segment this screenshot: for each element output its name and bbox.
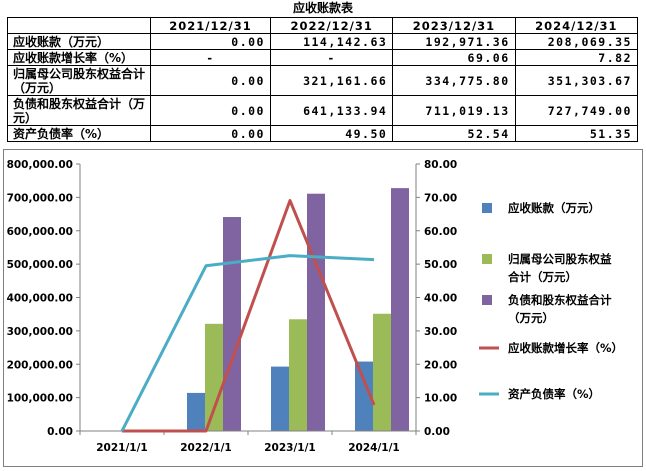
table-header-cell: 2021/12/31 <box>150 17 271 34</box>
bar-2-2 <box>307 193 325 431</box>
table-cell: 208,069.35 <box>514 33 639 50</box>
bar-0-3 <box>355 361 373 431</box>
table-cell: 192,971.36 <box>392 33 516 50</box>
right-axis-tick-label: 0.00 <box>424 426 450 438</box>
table-row: 负债和股东权益合计（万元） 0.00 641,133.94 711,019.13… <box>7 95 639 126</box>
table-cell: 0.00 <box>150 65 271 96</box>
x-axis-tick-label: 2022/1/1 <box>180 442 232 454</box>
bar-1-1 <box>205 323 223 431</box>
data-table: 2021/12/31 2022/12/31 2023/12/31 2024/12… <box>7 17 639 142</box>
left-axis-tick-label: 0.00 <box>47 426 73 438</box>
combo-chart: 0.00 100,000.00 200,000.00 300,000.00 400,00… <box>7 159 623 454</box>
left-axis-tick-label: 100,000.00 <box>7 393 73 405</box>
left-axis-tick-label: 800,000.00 <box>7 159 73 171</box>
table-cell: 0.00 <box>150 125 271 142</box>
right-axis-tick-label: 50.00 <box>424 259 457 271</box>
legend-swatch-0 <box>482 203 492 213</box>
legend-label-2: （万元） <box>508 311 554 325</box>
chart-frame: 0.00 100,000.00 200,000.00 300,000.00 400,00… <box>3 149 643 467</box>
left-axis-tick-label: 600,000.00 <box>7 226 73 238</box>
legend-swatch-2 <box>482 295 492 305</box>
table-header-cell <box>7 17 151 34</box>
legend-label-4: 资产负债率（%） <box>508 387 600 401</box>
row-label: 应收账款（万元） <box>7 33 151 50</box>
table-cell: 351,303.67 <box>514 65 639 96</box>
bar-2-3 <box>391 188 409 431</box>
right-axis-tick-label: 80.00 <box>424 159 457 171</box>
table-cell: 51.35 <box>514 125 639 142</box>
table-cell: 49.50 <box>269 125 394 142</box>
legend-label-1: 合计（万元） <box>508 270 577 284</box>
table-cell: 321,161.66 <box>269 65 394 96</box>
table-header-cell: 2024/12/31 <box>514 17 639 34</box>
table-cell: 69.06 <box>392 49 516 66</box>
right-axis-tick-label: 60.00 <box>424 226 457 238</box>
left-axis-tick-label: 300,000.00 <box>7 326 73 338</box>
table-cell: 727,749.00 <box>514 95 639 126</box>
legend-label-2: 负债和股东权益合计 <box>508 293 612 307</box>
bar-2-1 <box>223 217 241 431</box>
table-cell: 0.00 <box>150 95 271 126</box>
right-axis-tick-label: 20.00 <box>424 359 457 371</box>
row-label: 资产负债率（%） <box>7 125 151 142</box>
table-row: 归属母公司股东权益合计（万元） 0.00 321,161.66 334,775.… <box>7 65 639 96</box>
right-axis-tick-label: 30.00 <box>424 326 457 338</box>
left-axis-tick-label: 700,000.00 <box>7 192 73 204</box>
table-row: 资产负债率（%） 0.00 49.50 52.54 51.35 <box>7 125 639 142</box>
table-row: 应收账款（万元） 0.00 114,142.63 192,971.36 208,… <box>7 33 639 50</box>
row-label: 归属母公司股东权益合计（万元） <box>7 65 151 96</box>
legend-label-1: 归属母公司股东权益 <box>508 252 612 266</box>
table-cell: 114,142.63 <box>269 33 394 50</box>
x-axis-tick-label: 2024/1/1 <box>348 442 400 454</box>
line-series-1 <box>120 254 375 432</box>
table-cell: - <box>150 49 271 66</box>
table-title: 应收账款表 <box>292 1 353 15</box>
x-axis-tick-label: 2021/1/1 <box>96 442 148 454</box>
table-cell: 7.82 <box>514 49 639 66</box>
right-axis-tick-label: 70.00 <box>424 192 457 204</box>
bar-0-2 <box>271 366 289 431</box>
right-axis-tick-label: 10.00 <box>424 393 457 405</box>
table-cell: 0.00 <box>150 33 271 50</box>
left-axis-tick-label: 400,000.00 <box>7 293 73 305</box>
legend-label-0: 应收账款（万元） <box>508 201 600 215</box>
row-label: 负债和股东权益合计（万元） <box>7 95 151 126</box>
left-axis-tick-label: 500,000.00 <box>7 259 73 271</box>
table-row: 应收账款增长率（%） - - 69.06 7.82 <box>7 49 639 66</box>
bar-1-3 <box>373 313 391 431</box>
left-axis-tick-label: 200,000.00 <box>7 359 73 371</box>
row-label: 应收账款增长率（%） <box>7 49 151 66</box>
bar-1-2 <box>289 319 307 431</box>
x-axis-tick-label: 2023/1/1 <box>264 442 316 454</box>
legend-swatch-1 <box>482 254 492 264</box>
table-cell: 711,019.13 <box>392 95 516 126</box>
bar-0-1 <box>187 392 205 431</box>
table-cell: 52.54 <box>392 125 516 142</box>
table-header-cell: 2023/12/31 <box>392 17 516 34</box>
right-axis-tick-label: 40.00 <box>424 293 457 305</box>
legend-label-3: 应收账款增长率（%） <box>508 341 623 355</box>
table-cell: 334,775.80 <box>392 65 516 96</box>
table-header-row: 2021/12/31 2022/12/31 2023/12/31 2024/12… <box>7 17 639 34</box>
table-cell: - <box>269 49 394 66</box>
line-series-0 <box>122 199 376 433</box>
table-cell: 641,133.94 <box>269 95 394 126</box>
table-header-cell: 2022/12/31 <box>269 17 394 34</box>
